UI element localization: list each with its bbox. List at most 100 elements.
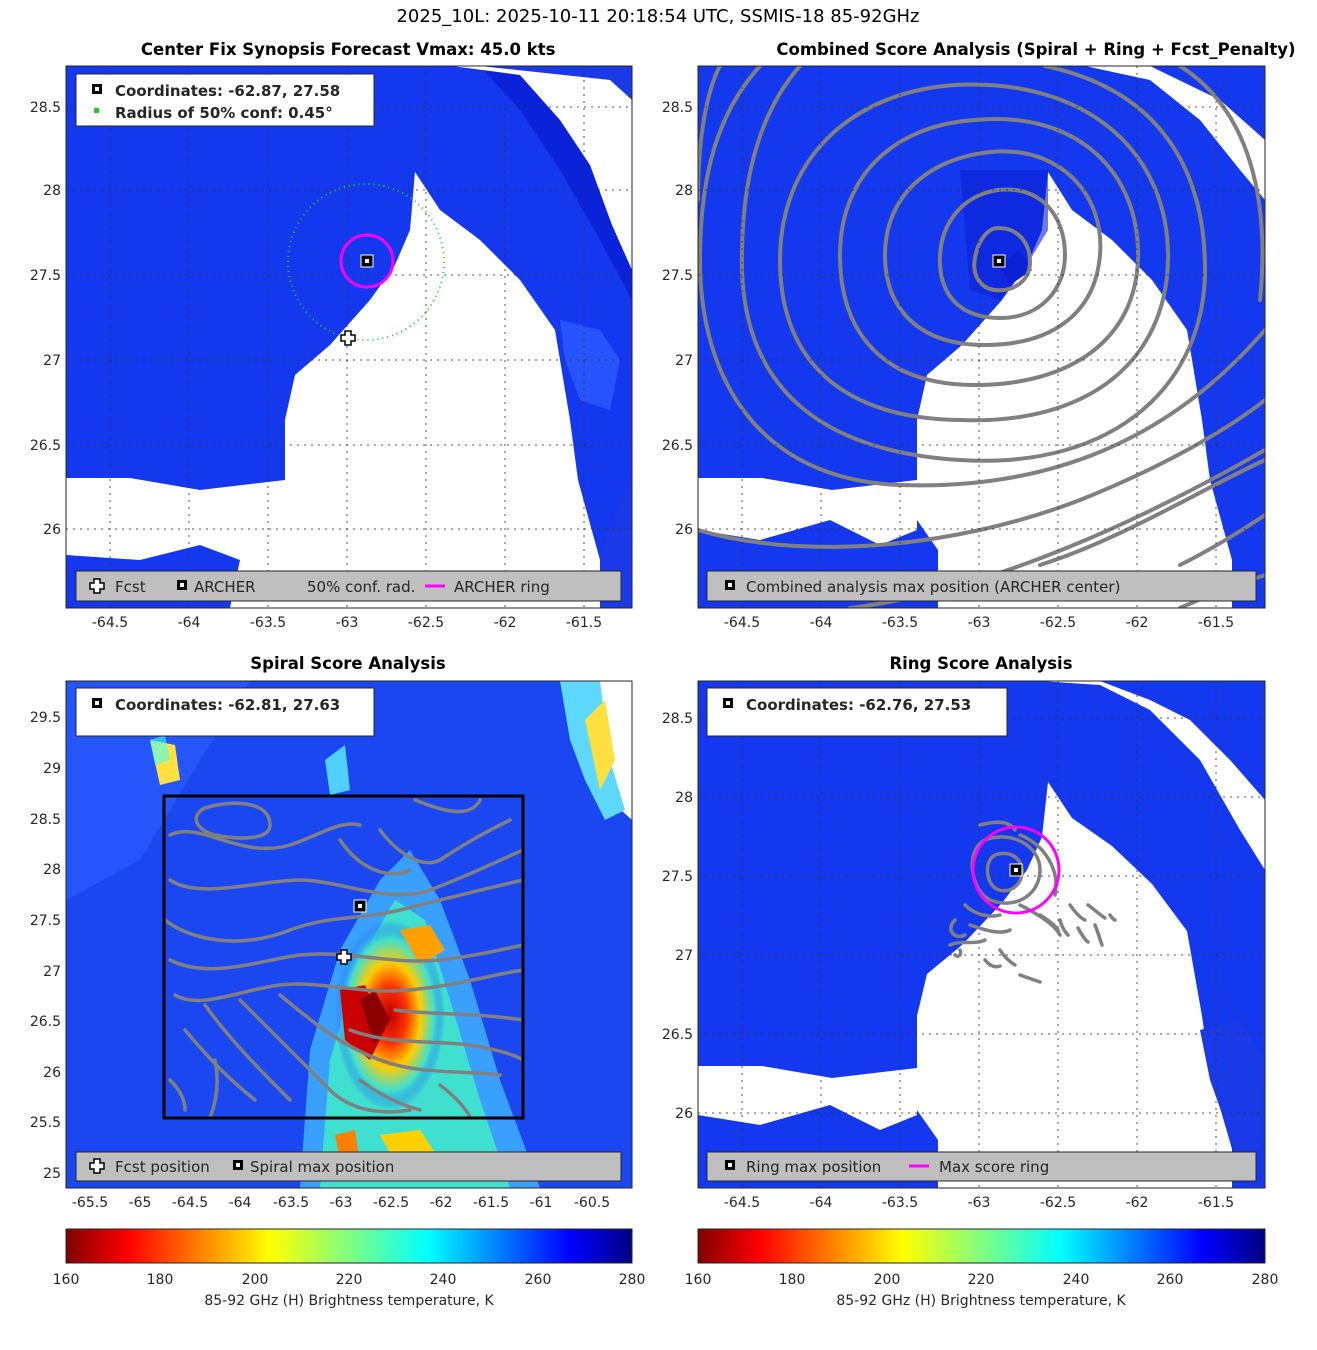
panel-combined: Combined Score Analysis (Spiral + Ring +… bbox=[662, 40, 1296, 631]
svg-text:28: 28 bbox=[675, 790, 693, 806]
archer-marker-icon bbox=[360, 254, 374, 268]
figure-title: 2025_10L: 2025-10-11 20:18:54 UTC, SSMIS… bbox=[396, 6, 919, 27]
svg-text:27.5: 27.5 bbox=[662, 869, 693, 885]
svg-text:27: 27 bbox=[43, 964, 61, 980]
cb-right-tick: 260 bbox=[1157, 1272, 1184, 1288]
legend-max-score-ring: Max score ring bbox=[939, 1158, 1049, 1176]
ring-title: Ring Score Analysis bbox=[889, 654, 1072, 673]
svg-text:-61: -61 bbox=[530, 1195, 553, 1211]
svg-text:26: 26 bbox=[675, 522, 693, 538]
spiral-title: Spiral Score Analysis bbox=[250, 654, 446, 673]
combined-legend: Combined analysis max position (ARCHER c… bbox=[706, 570, 1257, 602]
cb-left-tick: 260 bbox=[525, 1272, 552, 1288]
svg-text:-61.5: -61.5 bbox=[473, 1195, 509, 1211]
svg-text:-61.5: -61.5 bbox=[1198, 1195, 1234, 1211]
combined-contours bbox=[698, 66, 1265, 608]
panel-spiral: Spiral Score Analysis bbox=[30, 654, 633, 1211]
synopsis-xticks: -64.5 -64 -63.5 -63 -62.5 -62 -61.5 bbox=[92, 615, 602, 631]
colorbar-left-label: 85-92 GHz (H) Brightness temperature, K bbox=[204, 1293, 494, 1309]
synopsis-heatmap bbox=[66, 66, 632, 608]
cb-right-tick: 240 bbox=[1063, 1272, 1090, 1288]
legend-combined-max: Combined analysis max position (ARCHER c… bbox=[746, 578, 1120, 596]
combined-xticks: -64.5 -64 -63.5 -63 -62.5 -62 -61.5 bbox=[724, 615, 1234, 631]
svg-text:-63: -63 bbox=[336, 615, 359, 631]
panel-synopsis: Center Fix Synopsis Forecast Vmax: 45.0 … bbox=[30, 40, 633, 631]
ring-legend: Ring max position Max score ring bbox=[706, 1151, 1257, 1182]
svg-text:-62.5: -62.5 bbox=[373, 1195, 409, 1211]
ring-heatmap bbox=[698, 681, 1265, 1188]
svg-text:-63.5: -63.5 bbox=[273, 1195, 309, 1211]
svg-text:26: 26 bbox=[675, 1106, 693, 1122]
svg-text:-62.5: -62.5 bbox=[1040, 615, 1076, 631]
legend-conf-rad: 50% conf. rad. bbox=[307, 578, 415, 596]
spiral-analysis-box bbox=[162, 794, 525, 1120]
svg-text:25: 25 bbox=[43, 1166, 61, 1182]
svg-text:27.5: 27.5 bbox=[30, 268, 61, 284]
svg-text:-63.5: -63.5 bbox=[250, 615, 286, 631]
svg-text:28: 28 bbox=[43, 183, 61, 199]
svg-text:29.5: 29.5 bbox=[30, 710, 61, 726]
svg-text:-65: -65 bbox=[129, 1195, 152, 1211]
svg-text:28: 28 bbox=[43, 862, 61, 878]
colorbar-right-label: 85-92 GHz (H) Brightness temperature, K bbox=[836, 1293, 1126, 1309]
svg-text:-63.5: -63.5 bbox=[882, 1195, 918, 1211]
cb-left-tick: 180 bbox=[147, 1272, 174, 1288]
svg-text:-65.5: -65.5 bbox=[72, 1195, 108, 1211]
svg-text:27.5: 27.5 bbox=[30, 913, 61, 929]
ring-grid bbox=[698, 681, 1265, 1188]
svg-text:26.5: 26.5 bbox=[662, 1027, 693, 1043]
colorbar-right-ticks: 160 180 200 220 240 260 280 bbox=[685, 1272, 1279, 1288]
svg-text:28: 28 bbox=[675, 183, 693, 199]
svg-text:-64.5: -64.5 bbox=[92, 615, 128, 631]
svg-text:-64: -64 bbox=[229, 1195, 252, 1211]
legend-archer: ARCHER bbox=[194, 578, 256, 596]
svg-text:28.5: 28.5 bbox=[30, 100, 61, 116]
archer-ring bbox=[339, 233, 395, 289]
spiral-info-box: Coordinates: -62.81, 27.63 bbox=[75, 687, 375, 737]
colorbar-right: 160 180 200 220 240 260 280 85-92 GHz (H… bbox=[685, 1228, 1279, 1309]
svg-text:28.5: 28.5 bbox=[30, 812, 61, 828]
legend-fcst-position: Fcst position bbox=[115, 1158, 210, 1176]
svg-text:-62: -62 bbox=[494, 615, 517, 631]
svg-text:26.5: 26.5 bbox=[662, 438, 693, 454]
svg-text:26.5: 26.5 bbox=[30, 438, 61, 454]
spiral-heatmap bbox=[66, 681, 632, 1188]
svg-text:-62.5: -62.5 bbox=[408, 615, 444, 631]
svg-text:27: 27 bbox=[43, 353, 61, 369]
svg-text:28.5: 28.5 bbox=[662, 711, 693, 727]
fcst-marker-icon bbox=[340, 330, 356, 346]
spiral-xticks: -65.5 -65 -64.5 -64 -63.5 -63 -62.5 -62 -61.5 … bbox=[72, 1195, 610, 1211]
svg-text:-60.5: -60.5 bbox=[574, 1195, 610, 1211]
conf-radius-circle bbox=[287, 183, 445, 341]
ring-yticks: 28.5 28 27.5 27 26.5 26 bbox=[662, 711, 693, 1122]
ring-max-marker-icon bbox=[1009, 863, 1023, 877]
svg-text:26: 26 bbox=[43, 1065, 61, 1081]
svg-text:-62: -62 bbox=[430, 1195, 453, 1211]
svg-text:27: 27 bbox=[675, 353, 693, 369]
svg-text:26: 26 bbox=[43, 522, 61, 538]
synopsis-subtitle: Forecast Vmax: 45.0 kts bbox=[331, 40, 556, 59]
colorbar-left-ticks: 160 180 200 220 240 260 280 bbox=[53, 1272, 646, 1288]
spiral-max-marker-icon bbox=[353, 899, 367, 913]
spiral-yticks: 29.5 29 28.5 28 27.5 27 26.5 26 25.5 25 bbox=[30, 710, 61, 1182]
synopsis-conf-radius: Radius of 50% conf: 0.45° bbox=[115, 104, 333, 122]
cb-left-tick: 160 bbox=[53, 1272, 80, 1288]
cb-right-tick: 180 bbox=[779, 1272, 806, 1288]
combined-heatmap bbox=[698, 66, 1265, 608]
legend-spiral-max: Spiral max position bbox=[250, 1158, 394, 1176]
svg-text:-61.5: -61.5 bbox=[1198, 615, 1234, 631]
svg-text:-63.5: -63.5 bbox=[882, 615, 918, 631]
svg-text:27.5: 27.5 bbox=[662, 268, 693, 284]
legend-fcst: Fcst bbox=[115, 578, 146, 596]
legend-ring-max: Ring max position bbox=[746, 1158, 881, 1176]
synopsis-yticks: 28.5 28 27.5 27 26.5 26 bbox=[30, 100, 61, 538]
combined-title: Combined Score Analysis (Spiral + Ring +… bbox=[776, 40, 1295, 59]
svg-text:-64.5: -64.5 bbox=[724, 1195, 760, 1211]
cb-right-tick: 160 bbox=[685, 1272, 712, 1288]
cb-left-tick: 280 bbox=[619, 1272, 646, 1288]
spiral-legend: Fcst position Spiral max position bbox=[75, 1151, 622, 1182]
svg-text:28.5: 28.5 bbox=[662, 100, 693, 116]
spiral-coordinates: Coordinates: -62.81, 27.63 bbox=[115, 696, 340, 714]
cb-right-tick: 220 bbox=[968, 1272, 995, 1288]
svg-text:-64.5: -64.5 bbox=[172, 1195, 208, 1211]
